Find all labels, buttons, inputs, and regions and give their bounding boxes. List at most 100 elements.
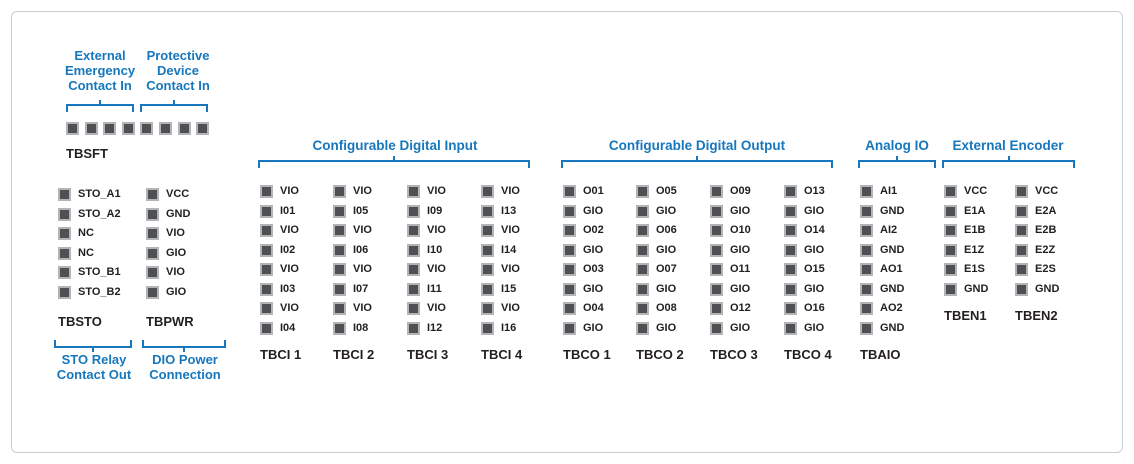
pin-label: VIO bbox=[166, 266, 185, 278]
tbsft-annotation: Protective Device Contact In bbox=[146, 48, 210, 93]
pin-icon bbox=[563, 321, 576, 335]
pin-icon bbox=[333, 263, 346, 276]
annotation-line: Contact In bbox=[146, 78, 210, 93]
pin-row: E1A bbox=[944, 204, 985, 218]
pin-label: STO_A1 bbox=[78, 188, 121, 200]
pin-icon bbox=[784, 243, 797, 257]
annotation-line: Emergency bbox=[64, 63, 136, 78]
pin-label: VIO bbox=[501, 185, 520, 197]
pin-label: I02 bbox=[280, 243, 296, 256]
pin-icon bbox=[784, 302, 797, 315]
pin-row: E2S bbox=[1015, 263, 1056, 276]
pin-row: VIO bbox=[407, 224, 446, 237]
pin-label: O10 bbox=[730, 224, 751, 236]
pin-row: VIO bbox=[146, 227, 185, 240]
pin-row: VIO bbox=[260, 263, 299, 276]
pin-row: GIO bbox=[636, 204, 677, 218]
block-name: TBCO 3 bbox=[710, 346, 758, 362]
pin-icon bbox=[146, 266, 159, 279]
pin-icon bbox=[636, 282, 649, 296]
group-header: External Encoder bbox=[952, 138, 1064, 153]
pin-row: GIO bbox=[784, 282, 824, 296]
pin-row: NC bbox=[58, 227, 94, 240]
footer-annotation: DIO Power Connection bbox=[149, 352, 221, 382]
pin-icon bbox=[1015, 263, 1028, 276]
brace-stem bbox=[183, 346, 185, 352]
pin-label: GIO bbox=[656, 321, 677, 334]
pin-label: GIO bbox=[656, 204, 677, 217]
pin-row: I02 bbox=[260, 243, 296, 257]
pin-icon bbox=[333, 224, 346, 237]
pin-label: VIO bbox=[353, 302, 372, 314]
pin-icon bbox=[260, 224, 273, 237]
pin-row: I08 bbox=[333, 321, 368, 335]
diagram-border bbox=[11, 11, 1123, 453]
pin-label: STO_A2 bbox=[78, 207, 121, 220]
pin-icon bbox=[84, 122, 98, 135]
pin-label: GND bbox=[964, 282, 989, 295]
pin-label: VIO bbox=[353, 224, 372, 236]
pin-row: I12 bbox=[407, 321, 442, 335]
pin-row: O13 bbox=[784, 185, 825, 198]
pin-label: O08 bbox=[656, 302, 677, 314]
pin-row: GIO bbox=[563, 321, 603, 335]
pin-label: O13 bbox=[804, 185, 825, 197]
brace bbox=[142, 340, 226, 352]
pin-label: E2Z bbox=[1035, 243, 1056, 256]
pin-row: VIO bbox=[260, 302, 299, 315]
pin-row: AI2 bbox=[860, 224, 897, 237]
pin-icon bbox=[784, 263, 797, 276]
tbsft-pin-row bbox=[66, 122, 210, 135]
pin-label: O07 bbox=[656, 263, 677, 275]
pin-row: O15 bbox=[784, 263, 825, 276]
pin-row: VIO bbox=[333, 263, 372, 276]
pin-icon bbox=[196, 122, 210, 135]
pin-label: VCC bbox=[166, 188, 190, 200]
pin-icon bbox=[146, 227, 159, 240]
pin-row: I04 bbox=[260, 321, 295, 335]
pin-label: E2A bbox=[1035, 204, 1057, 217]
pin-icon bbox=[481, 185, 494, 198]
pin-row: VCC bbox=[146, 188, 189, 201]
pin-label: GIO bbox=[166, 246, 187, 259]
block-name: TBCO 4 bbox=[784, 346, 832, 362]
pin-row: AO1 bbox=[860, 263, 903, 276]
pin-label: VIO bbox=[280, 224, 299, 236]
pin-icon bbox=[636, 224, 649, 237]
pin-icon bbox=[333, 321, 346, 335]
annotation-line: Device bbox=[157, 63, 199, 78]
pin-icon bbox=[563, 204, 576, 218]
block-name: TBCO 1 bbox=[563, 346, 611, 362]
brace bbox=[54, 340, 132, 352]
pin-label: GIO bbox=[166, 285, 187, 298]
annotation-line: Contact Out bbox=[56, 367, 132, 382]
pin-row: NC bbox=[58, 246, 94, 260]
pin-icon bbox=[58, 266, 71, 279]
pin-label: GIO bbox=[730, 204, 751, 217]
pin-row: VIO bbox=[481, 263, 520, 276]
pin-icon bbox=[860, 263, 873, 276]
pin-row: GND bbox=[860, 282, 904, 296]
pin-icon bbox=[481, 224, 494, 237]
pin-row: VIO bbox=[333, 224, 372, 237]
footer-annotation: STO Relay Contact Out bbox=[57, 352, 131, 382]
pin-row: I13 bbox=[481, 204, 516, 218]
pin-label: VIO bbox=[501, 224, 520, 236]
pin-row: I11 bbox=[407, 282, 442, 296]
pin-label: GIO bbox=[730, 243, 751, 256]
pin-icon bbox=[860, 321, 873, 335]
pin-icon bbox=[260, 243, 273, 257]
pin-row: I03 bbox=[260, 282, 295, 296]
pin-row: O03 bbox=[563, 263, 604, 276]
pin-icon bbox=[710, 302, 723, 315]
pin-icon bbox=[710, 204, 723, 218]
pin-icon bbox=[784, 204, 797, 218]
pin-icon bbox=[784, 224, 797, 237]
pin-row: GIO bbox=[563, 282, 603, 296]
pin-icon bbox=[860, 302, 873, 315]
brace-stem bbox=[896, 156, 898, 162]
pin-label: VIO bbox=[280, 302, 299, 314]
pin-row: GIO bbox=[784, 204, 824, 218]
pin-label: O05 bbox=[656, 185, 677, 197]
pin-icon bbox=[944, 243, 957, 257]
